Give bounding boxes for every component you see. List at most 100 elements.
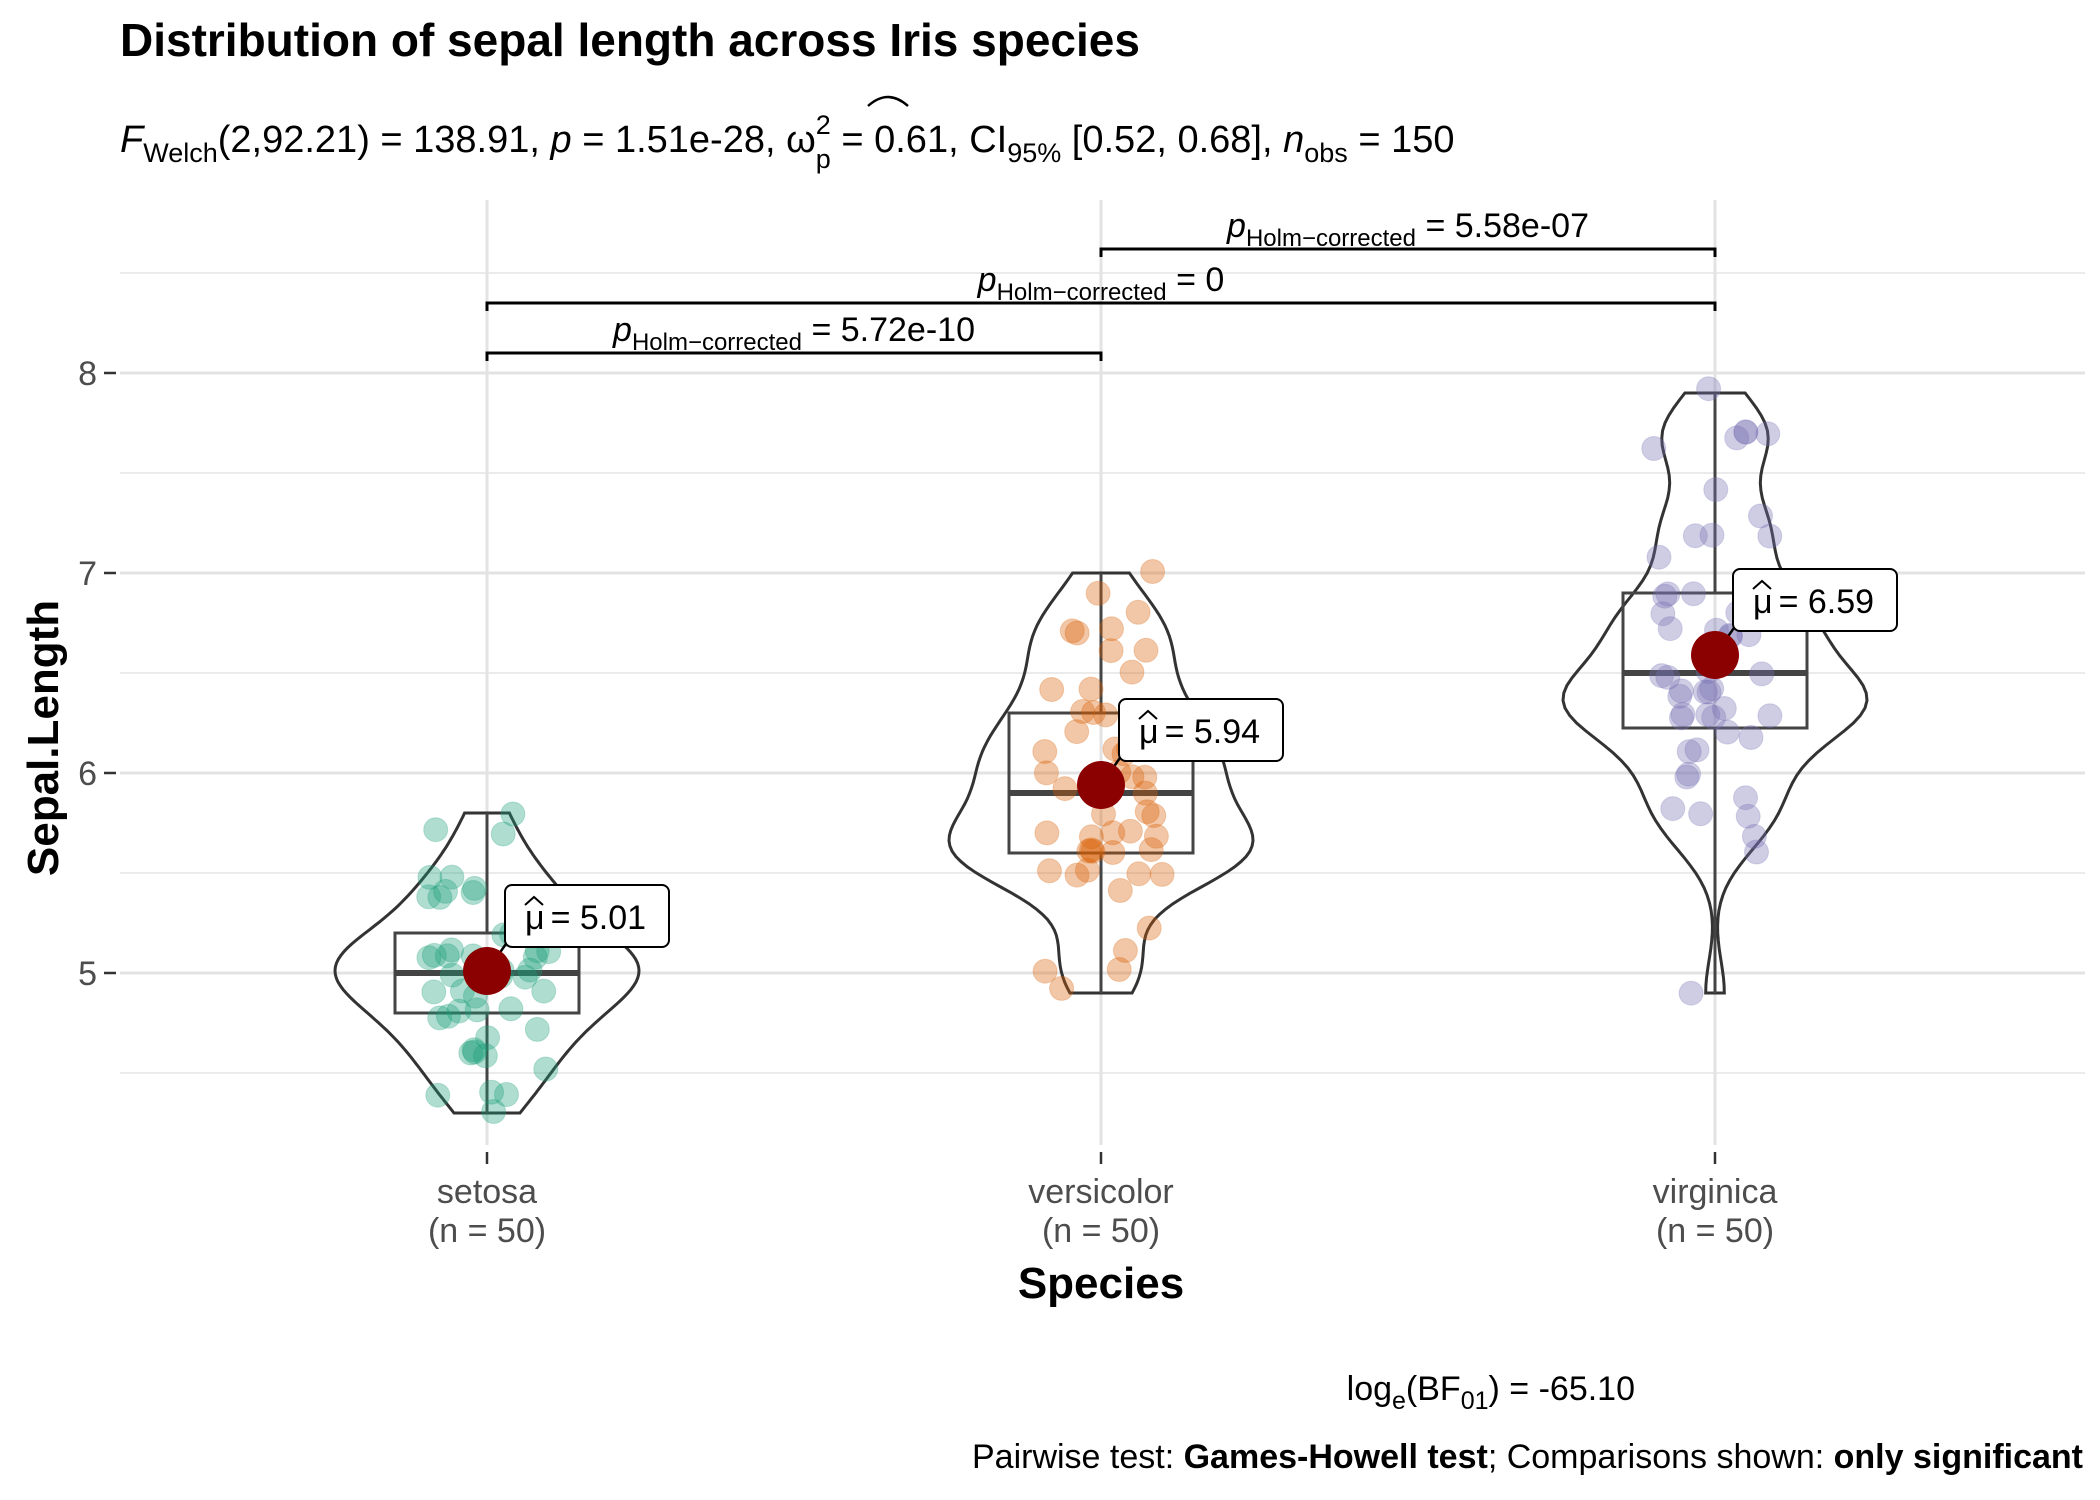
data-point-virginica bbox=[1692, 679, 1718, 705]
mean-point-versicolor bbox=[1077, 761, 1125, 809]
data-point-virginica bbox=[1735, 803, 1761, 829]
data-point-versicolor bbox=[1098, 638, 1124, 664]
data-point-versicolor bbox=[1064, 719, 1090, 745]
chart-subtitle: FWelch(2,92.21) = 138.91, p = 1.51e-28, … bbox=[120, 110, 1454, 174]
x-tick-label: versicolor bbox=[1028, 1173, 1173, 1211]
chart-title: Distribution of sepal length across Iris… bbox=[120, 14, 1140, 66]
data-point-versicolor bbox=[1149, 861, 1175, 887]
mean-label-virginica: μ = 6.59 bbox=[1753, 583, 1874, 621]
data-point-setosa bbox=[533, 1056, 559, 1082]
comparison-bracket bbox=[485, 351, 1103, 361]
data-point-virginica bbox=[1682, 523, 1708, 549]
mean-point-virginica bbox=[1691, 631, 1739, 679]
data-point-virginica bbox=[1695, 702, 1721, 728]
data-point-virginica bbox=[1699, 522, 1725, 548]
data-point-virginica bbox=[1652, 583, 1678, 609]
data-point-virginica bbox=[1733, 785, 1758, 811]
data-point-virginica bbox=[1749, 661, 1775, 687]
data-point-setosa bbox=[427, 1005, 453, 1031]
data-point-setosa bbox=[427, 884, 453, 910]
data-point-virginica bbox=[1676, 739, 1702, 765]
y-tick-label: 7 bbox=[78, 555, 97, 593]
x-axis: setosa(n = 50)versicolor(n = 50)virginic… bbox=[428, 1152, 1778, 1250]
data-point-setosa bbox=[472, 1043, 498, 1069]
data-point-setosa bbox=[461, 1037, 487, 1063]
mean-label-box bbox=[1118, 698, 1284, 762]
data-point-virginica bbox=[1696, 376, 1722, 402]
mean-hat-symbol bbox=[1752, 579, 1772, 590]
data-point-setosa bbox=[460, 880, 486, 905]
data-point-virginica bbox=[1657, 616, 1683, 642]
y-axis-title: Sepal.Length bbox=[19, 600, 68, 876]
data-point-virginica bbox=[1668, 678, 1694, 704]
data-point-virginica bbox=[1738, 725, 1764, 750]
data-point-setosa bbox=[423, 817, 449, 843]
data-point-setosa bbox=[500, 801, 526, 827]
data-point-virginica bbox=[1714, 719, 1740, 745]
data-point-versicolor bbox=[1099, 616, 1124, 642]
data-point-versicolor bbox=[1133, 637, 1159, 663]
data-point-versicolor bbox=[1070, 699, 1096, 724]
data-point-setosa bbox=[425, 1082, 451, 1108]
data-point-versicolor bbox=[1076, 838, 1102, 864]
bayes-factor-caption: loge(BF01) = -65.10 bbox=[1347, 1370, 1635, 1415]
data-point-virginica bbox=[1650, 601, 1676, 627]
data-point-versicolor bbox=[1126, 861, 1152, 887]
data-point-versicolor bbox=[1119, 659, 1145, 685]
data-point-virginica bbox=[1669, 705, 1694, 731]
mean-label-box bbox=[1732, 568, 1898, 632]
data-point-virginica bbox=[1699, 676, 1725, 702]
data-point-versicolor bbox=[1125, 599, 1151, 625]
data-point-virginica bbox=[1744, 839, 1769, 865]
mean-points: μ = 5.01 μ = 5.94 μ = 6.59 bbox=[463, 568, 1898, 995]
data-point-virginica bbox=[1674, 764, 1700, 790]
data-point-versicolor bbox=[1100, 840, 1126, 865]
data-point-setosa bbox=[433, 878, 458, 904]
data-point-virginica bbox=[1741, 823, 1767, 849]
y-tick-label: 8 bbox=[78, 355, 97, 393]
data-point-setosa bbox=[531, 978, 557, 1004]
pairwise-comparisons: pHolm−corrected = 5.72e-10pHolm−correcte… bbox=[485, 207, 1717, 361]
data-point-versicolor bbox=[1034, 820, 1060, 846]
y-axis: 5 6 7 8 bbox=[78, 355, 116, 993]
data-point-versicolor bbox=[1134, 799, 1160, 825]
data-point-versicolor bbox=[1080, 838, 1106, 864]
data-point-versicolor bbox=[1064, 862, 1090, 888]
data-point-virginica bbox=[1688, 801, 1714, 827]
data-point-versicolor bbox=[1138, 837, 1164, 863]
data-point-virginica bbox=[1681, 581, 1706, 607]
data-point-versicolor bbox=[1079, 837, 1104, 863]
comparison-bracket bbox=[485, 301, 1717, 311]
x-tick-label: virginica bbox=[1653, 1173, 1778, 1211]
data-point-virginica bbox=[1748, 503, 1773, 529]
data-point-setosa bbox=[458, 1040, 484, 1066]
data-point-setosa bbox=[421, 979, 447, 1005]
data-point-setosa bbox=[475, 1025, 501, 1051]
data-point-virginica bbox=[1755, 421, 1781, 447]
x-axis-title: Species bbox=[1018, 1259, 1184, 1308]
data-point-versicolor bbox=[1141, 803, 1167, 829]
data-point-setosa bbox=[481, 1099, 507, 1124]
data-point-versicolor bbox=[1085, 580, 1111, 606]
data-point-versicolor bbox=[1039, 677, 1065, 702]
x-tick-sample-size: (n = 50) bbox=[1656, 1212, 1774, 1250]
data-point-virginica bbox=[1641, 436, 1667, 461]
data-point-versicolor bbox=[1059, 618, 1085, 644]
data-point-setosa bbox=[517, 957, 543, 983]
data-point-virginica bbox=[1703, 477, 1729, 503]
data-point-setosa bbox=[524, 1016, 550, 1042]
violin-virginica bbox=[1561, 391, 1869, 995]
data-point-virginica bbox=[1667, 683, 1693, 709]
data-point-virginica bbox=[1696, 679, 1722, 705]
omega-hat bbox=[867, 95, 909, 107]
data-point-versicolor bbox=[1033, 760, 1059, 786]
data-point-virginica bbox=[1676, 761, 1702, 787]
data-point-versicolor bbox=[1106, 957, 1132, 982]
data-point-virginica bbox=[1733, 419, 1759, 445]
data-point-virginica bbox=[1655, 581, 1681, 607]
data-point-virginica bbox=[1757, 703, 1783, 729]
data-point-virginica bbox=[1660, 796, 1686, 822]
data-point-versicolor bbox=[1081, 700, 1106, 725]
data-point-versicolor bbox=[1064, 620, 1090, 646]
